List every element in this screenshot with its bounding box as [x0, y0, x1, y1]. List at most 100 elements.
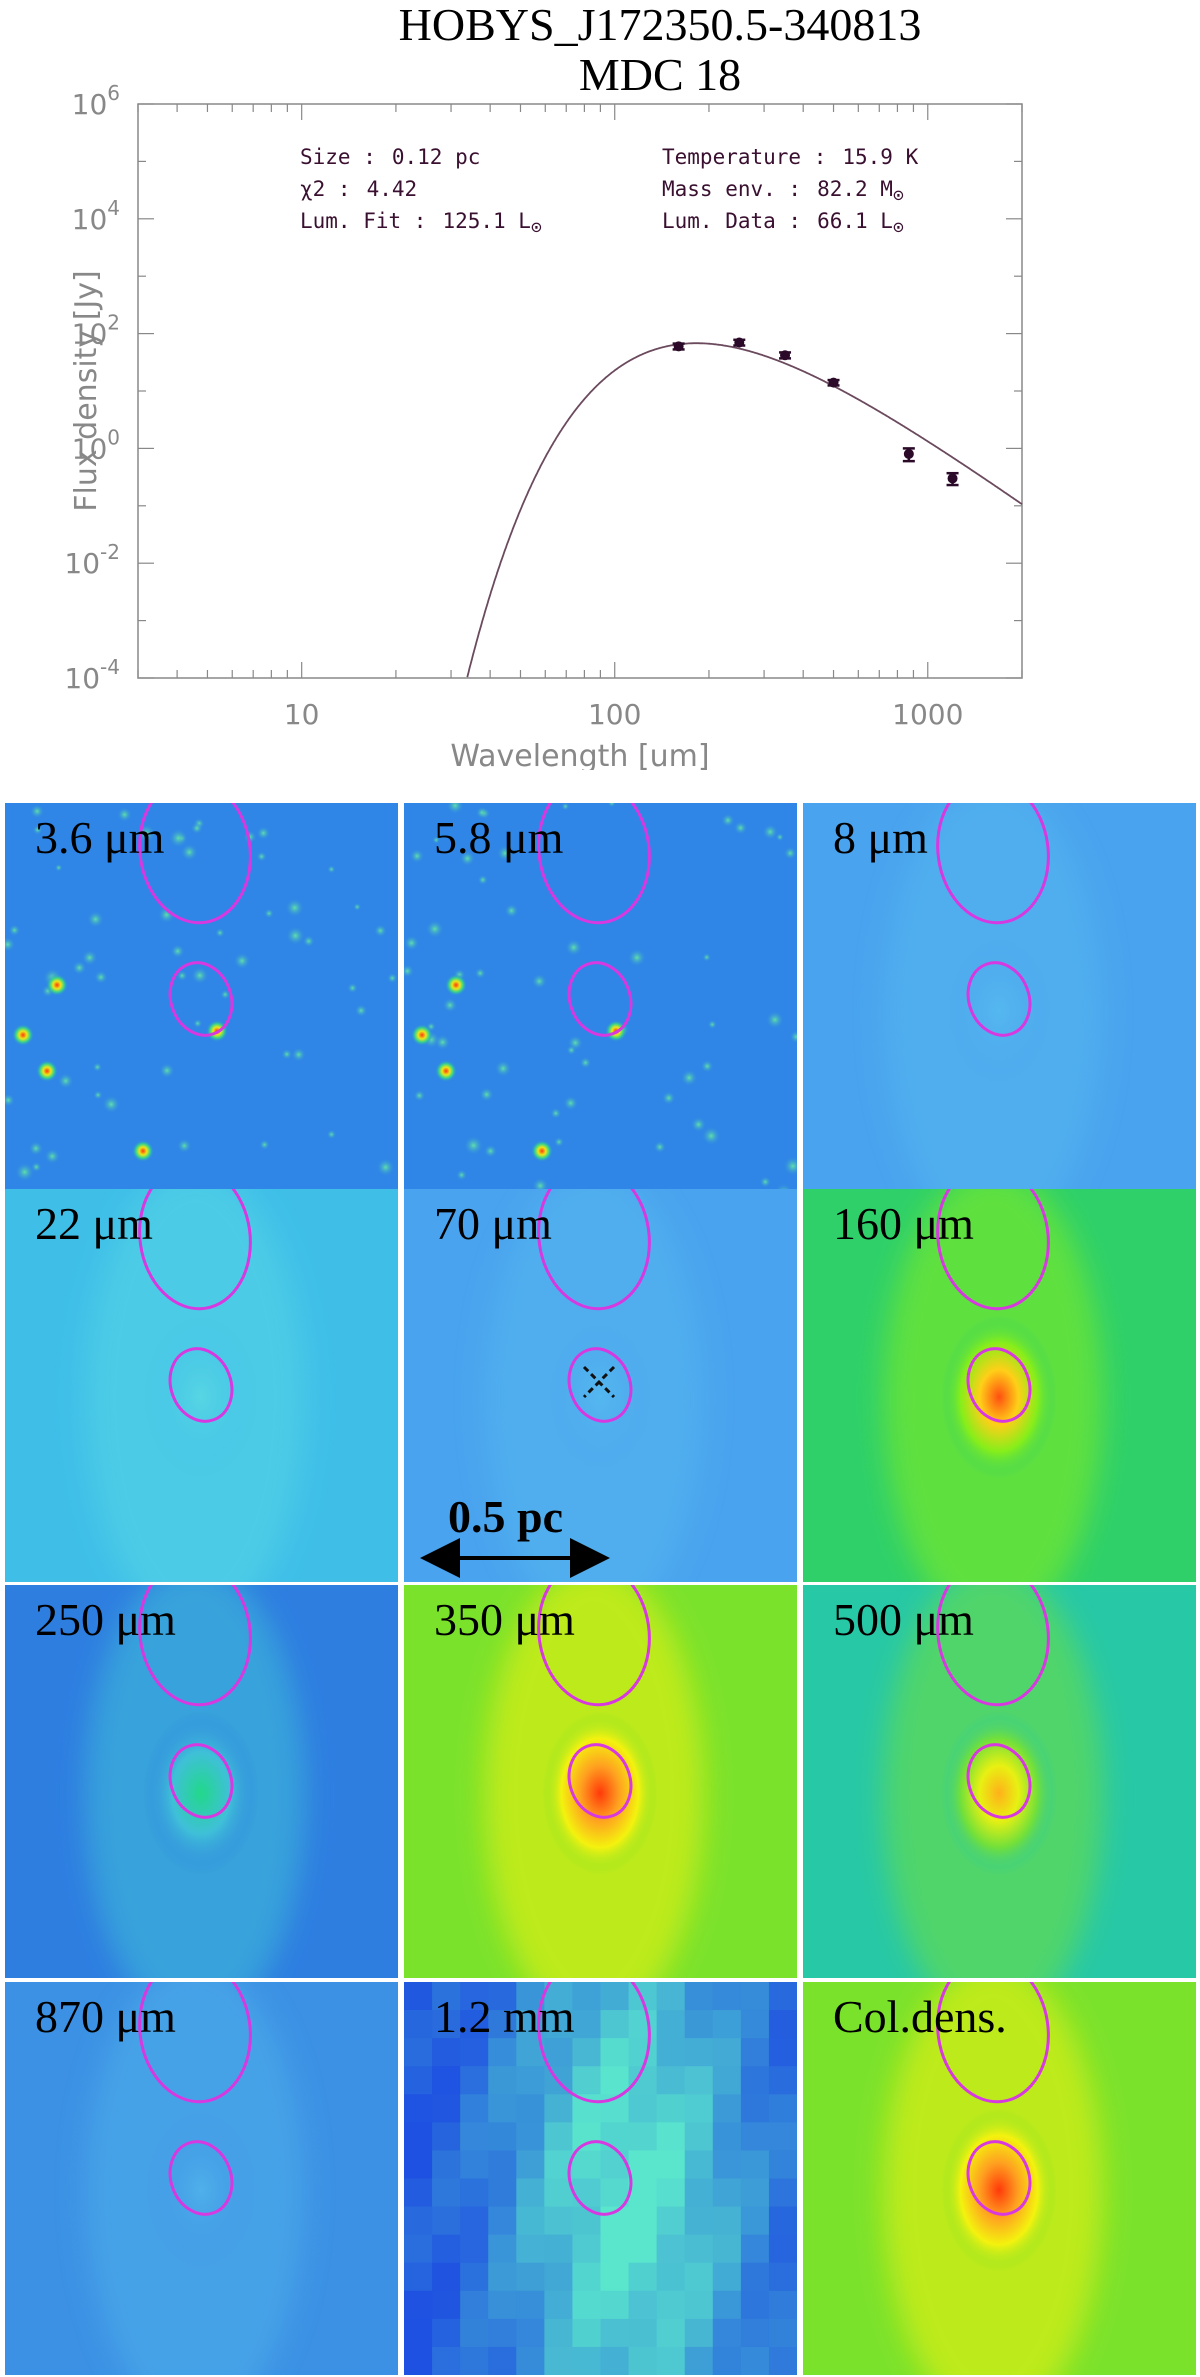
- point-source: [215, 927, 225, 938]
- pixel: [768, 2150, 797, 2179]
- point-source: [116, 807, 133, 823]
- image-panel: 870 μm: [5, 1982, 398, 2375]
- background-ellipse: [138, 803, 252, 925]
- pixel: [572, 2010, 601, 2039]
- point-source: [326, 1129, 337, 1140]
- pixel: [768, 1982, 797, 2011]
- panel-label: 70 μm: [434, 1198, 552, 1249]
- x-tick-label: 100: [588, 698, 641, 731]
- point-source: [409, 848, 425, 864]
- point-source: [707, 1019, 717, 1030]
- point-source: [256, 826, 271, 841]
- pixel: [516, 2122, 545, 2151]
- point-source: [566, 1045, 577, 1056]
- bright-source: [411, 1024, 433, 1046]
- pixel: [432, 2206, 461, 2236]
- pixel: [516, 2290, 545, 2320]
- point-source: [44, 1148, 61, 1165]
- pixel: [404, 2346, 433, 2375]
- panel-image: [803, 803, 1196, 1196]
- point-source: [54, 863, 63, 872]
- data-marker: [903, 448, 914, 459]
- point-source: [157, 906, 176, 924]
- pixel: [404, 2010, 433, 2039]
- point-source: [563, 1095, 579, 1111]
- pixel: [656, 2234, 686, 2264]
- point-source: [404, 935, 420, 951]
- pixel: [404, 2290, 433, 2320]
- y-minor-ticks: [138, 103, 1022, 679]
- core-emission: [941, 1711, 1057, 1875]
- bright-source: [36, 1060, 58, 1082]
- core-emission: [941, 2108, 1057, 2272]
- pixel: [712, 1982, 742, 2011]
- pixel: [628, 1982, 658, 2011]
- pixel: [768, 2178, 797, 2208]
- bright-source: [445, 974, 467, 996]
- scale-bar-arrow: [420, 1538, 610, 1578]
- pixel: [712, 2122, 742, 2151]
- pixel: [572, 2346, 601, 2375]
- point-source: [413, 1089, 426, 1102]
- pixel: [628, 2290, 658, 2320]
- pixel: [460, 2346, 489, 2375]
- point-source: [8, 924, 21, 937]
- title-line-2: MDC 18: [578, 49, 742, 100]
- pixel: [572, 2066, 601, 2095]
- point-source: [193, 1018, 203, 1029]
- pixel: [572, 2206, 601, 2236]
- pixel: [432, 2150, 461, 2179]
- point-source: [765, 1010, 785, 1029]
- point-source: [474, 967, 486, 979]
- pixel: [712, 2262, 742, 2292]
- pixel: [600, 2150, 630, 2179]
- point-source: [5, 936, 16, 952]
- point-source: [190, 822, 203, 835]
- point-source: [176, 1138, 192, 1154]
- point-source: [190, 966, 209, 985]
- pixel: [600, 2318, 630, 2348]
- annotation-temperature: Temperature :15.9 K: [662, 145, 919, 169]
- point-source: [170, 944, 185, 959]
- pixel: [544, 2262, 573, 2292]
- core-emission: [941, 1315, 1057, 1479]
- pixel: [572, 2262, 601, 2292]
- image-panel: 3.6 μm: [5, 803, 398, 1196]
- figure-title: HOBYS_J172350.5-340813 MDC 18: [0, 0, 1200, 100]
- annotation-lum-data: Lum. Data :66.1 L⊙: [662, 209, 904, 238]
- source-ellipse: [567, 1743, 633, 1819]
- pixel: [432, 2094, 461, 2123]
- background-ellipse: [936, 1189, 1050, 1311]
- pixel: [432, 2346, 461, 2375]
- source-ellipse: [567, 2140, 633, 2216]
- pixel: [684, 2234, 714, 2264]
- pixel: [516, 2262, 545, 2292]
- background-ellipse: [936, 1585, 1050, 1707]
- pixel: [712, 2038, 742, 2067]
- background-ellipse: [138, 1982, 252, 2104]
- point-source: [504, 903, 519, 918]
- panel-image: [5, 803, 398, 1196]
- panel-label: 160 μm: [833, 1198, 974, 1249]
- x-tick-label: 10: [284, 698, 320, 731]
- pixel: [432, 2234, 461, 2264]
- data-marker: [673, 341, 684, 352]
- point-source: [496, 845, 514, 862]
- point-source: [459, 850, 476, 867]
- point-source: [783, 846, 797, 860]
- panel-label: 1.2 mm: [434, 1991, 575, 2042]
- image-panel: 350 μm: [404, 1585, 797, 1978]
- pixel: [572, 2290, 601, 2320]
- point-source: [561, 803, 570, 811]
- pixel: [684, 2122, 714, 2151]
- pixel: [628, 2234, 658, 2264]
- pixel: [628, 2038, 658, 2067]
- pixel: [656, 2094, 686, 2123]
- point-source: [680, 1069, 698, 1087]
- panel-background: [404, 803, 797, 1196]
- pixel: [740, 2234, 770, 2264]
- pixel: [768, 2290, 797, 2320]
- point-source: [259, 1139, 270, 1151]
- pixel: [656, 2206, 686, 2236]
- point-source: [72, 960, 87, 976]
